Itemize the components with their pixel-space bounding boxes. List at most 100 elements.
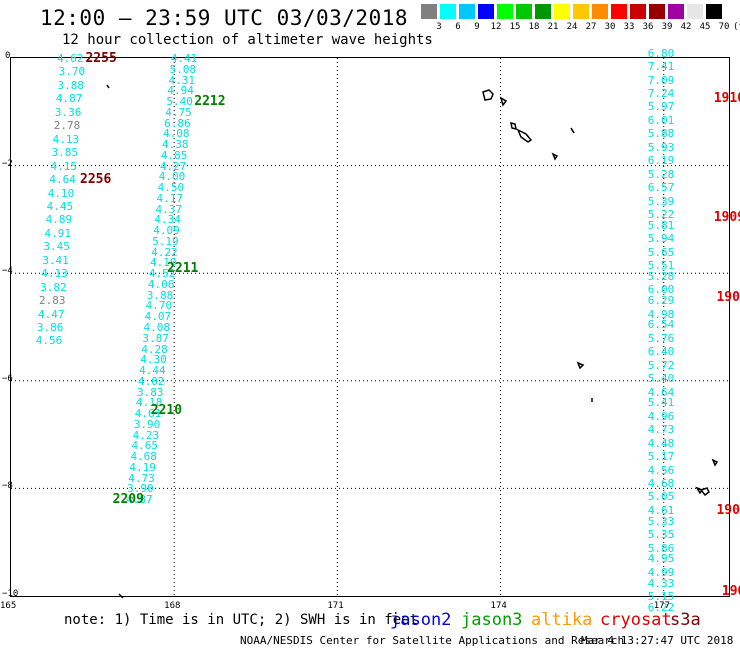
wave-height-label: 4.07 (144, 310, 172, 324)
wave-height-label: 5.19 (152, 234, 179, 248)
wave-height-label: 4.64 (49, 173, 76, 187)
wave-height-label: 4.56 (35, 334, 63, 348)
wave-height-label: 5.93 (647, 140, 675, 154)
legend-level-label: 3 (436, 22, 442, 32)
wave-height-label: 4.09 (153, 224, 180, 238)
wave-height-label: 4.73 (647, 423, 675, 437)
wave-height-label: 5.41 (647, 396, 675, 410)
wave-height-label: 3.87 (142, 331, 169, 345)
wave-height-label: 4.00 (158, 170, 186, 184)
wave-labels-layer: 4.62 3.70 3.88 4.87 3.36 2.78 4.13 3.85 4.15 4.64… (11, 48, 740, 613)
pass-time-label: 1909 (716, 290, 740, 306)
wave-height-label: 3.82 (40, 280, 67, 294)
wave-height-label: 4.65 (131, 439, 159, 453)
island-outline (695, 486, 704, 495)
legend-level-label: 70 (718, 22, 730, 32)
legend-level-label: 12 (490, 22, 502, 32)
y-axis-tick-label: 0 (5, 51, 11, 61)
wave-height-label: 7.24 (647, 86, 675, 100)
wave-height-label: 5.40 (166, 95, 193, 109)
legend-swatch (478, 4, 494, 19)
legend-level-label: 36 (642, 22, 654, 32)
legend-swatch (421, 4, 437, 19)
wave-height-label: 5.40 (647, 372, 675, 386)
island-outline (551, 152, 559, 161)
pass-time-label: 2212 (194, 94, 226, 110)
wave-height-label: 4.13 (41, 267, 68, 281)
legend-swatch (687, 4, 703, 19)
wave-height-label: 4.96 (647, 409, 675, 423)
wave-height-label: 4.64 (647, 385, 675, 399)
wave-height-label: 6.86 (164, 116, 191, 130)
wave-height-label: 4.56 (647, 463, 675, 477)
grid-lines (11, 58, 729, 596)
wave-height-label: 4.61 (134, 407, 162, 421)
wave-height-label: 4.27 (159, 159, 187, 173)
legend-level-label: 21 (547, 22, 559, 32)
legend-swatch (668, 4, 684, 19)
footer-credit: NOAA/NESDIS Center for Satellite Applica… (240, 634, 625, 647)
y-axis-tick-label: −4 (2, 266, 13, 277)
x-axis-tick-label: 171 (327, 601, 344, 611)
wave-height-label: 4.06 (147, 277, 175, 291)
wave-height-label: 3.36 (54, 105, 82, 119)
pass-time-label: 2255 (85, 51, 117, 66)
pass-time-label: 2256 (80, 172, 112, 188)
map-plot: 4.62 3.70 3.88 4.87 3.36 2.78 4.13 3.85 4.15 4.64… (10, 48, 740, 613)
wave-height-label: 5.22 (647, 208, 675, 222)
wave-height-label: 6.54 (647, 318, 675, 332)
island-outline (570, 127, 575, 134)
wave-height-label: 3.41 (42, 253, 69, 267)
wave-height-label: 4.94 (167, 84, 194, 98)
wave-height-label: 4.50 (157, 181, 185, 195)
mission-label: s3a (670, 610, 701, 630)
mission-label: altika (531, 610, 593, 630)
wave-height-label: 6.40 (647, 345, 675, 359)
x-axis-tick-label: 168 (164, 601, 181, 611)
chart-subtitle: 12 hour collection of altimeter wave hei… (62, 32, 433, 48)
x-axis-tick-label: 177 (653, 601, 670, 611)
wave-height-label: 5.51 (647, 259, 675, 273)
wave-height-label: 4.34 (154, 213, 181, 227)
legend-level-label: 6 (455, 22, 461, 32)
island-outline (118, 593, 124, 599)
wave-height-label: 3.45 (43, 240, 70, 254)
wave-height-label: 4.61 (647, 503, 675, 517)
wave-height-label: 6.80 (647, 46, 675, 60)
wave-height-label: 6.57 (647, 181, 675, 195)
y-axis-tick-label: −10 (2, 589, 19, 599)
wave-height-label: 5.86 (647, 541, 675, 555)
footer-note: note: 1) Time is in UTC; 2) SWH is in fe… (64, 612, 419, 628)
wave-height-label: 4.75 (165, 105, 192, 119)
wave-height-label: 4.41 (170, 52, 198, 65)
wave-height-label: 4.10 (150, 256, 177, 270)
wave-height-label: 5.97 (647, 100, 675, 114)
wave-height-label: 5.15 (647, 590, 675, 603)
wave-height-label: 5.88 (647, 127, 675, 141)
wave-height-label: 5.33 (647, 514, 675, 528)
legend-level-label: 42 (680, 22, 692, 32)
wave-height-label: 4.37 (155, 202, 182, 216)
wave-height-label: 3.83 (136, 385, 164, 399)
pass-time-label: 1910 (713, 91, 740, 107)
wave-height-label: 4.44 (139, 364, 166, 378)
wave-height-label: 3.70 (58, 65, 86, 79)
wave-height-label: 6.00 (647, 283, 675, 297)
wave-height-label: 4.02 (138, 374, 165, 388)
y-axis-tick-label: −2 (2, 158, 13, 169)
legend-swatch (535, 4, 551, 19)
wave-height-label: 4.08 (143, 321, 170, 334)
island-outline (499, 96, 508, 107)
wave-height-label: 4.68 (647, 477, 675, 491)
mission-label: jason2 (390, 610, 452, 630)
mission-label: cryosat (600, 610, 672, 630)
wave-height-label: 4.38 (161, 138, 189, 152)
wave-height-label: 4.17 (156, 191, 184, 205)
wave-height-label: 6.01 (647, 113, 675, 127)
wave-height-label: 4.62 (57, 52, 84, 65)
island-outline (699, 487, 710, 497)
islands-layer (106, 84, 719, 599)
wave-height-label: 5.81 (647, 218, 675, 232)
island-outline (510, 121, 517, 131)
wave-height-label: 3.90 (127, 482, 154, 496)
